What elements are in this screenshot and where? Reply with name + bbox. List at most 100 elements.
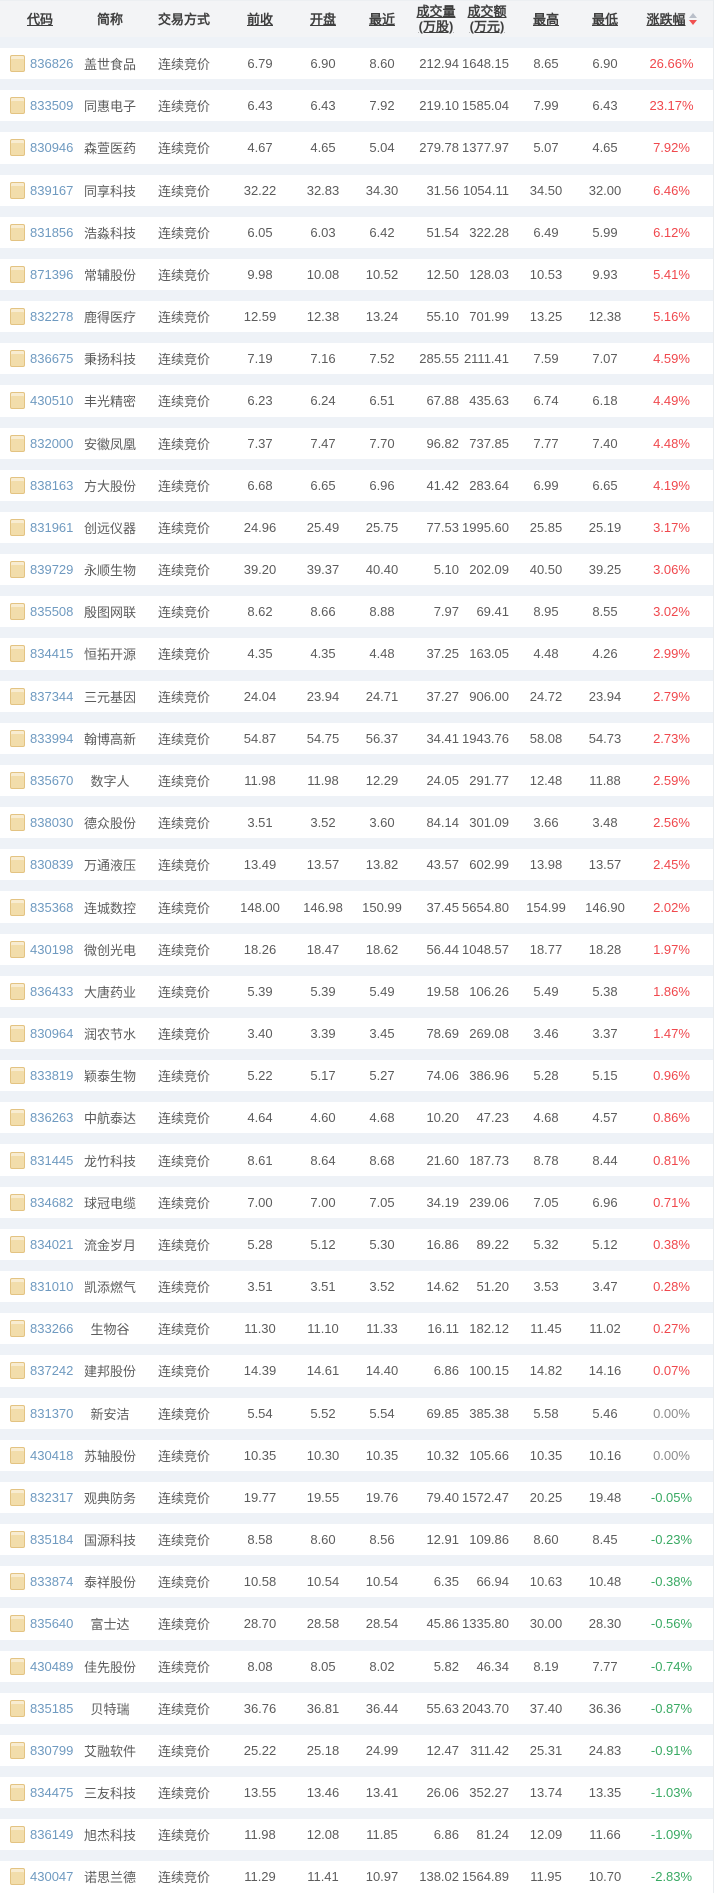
stock-code-link[interactable]: 833994 bbox=[30, 730, 74, 746]
stock-code-link[interactable]: 837344 bbox=[30, 688, 74, 704]
trade-method: 连续竞价 bbox=[157, 1237, 210, 1253]
trade-method: 连续竞价 bbox=[157, 225, 210, 241]
volume-value: 10.20 bbox=[426, 1110, 459, 1126]
stock-code-link[interactable]: 839729 bbox=[30, 562, 74, 578]
column-header-open[interactable]: 开盘 bbox=[309, 11, 336, 27]
stock-code-link[interactable]: 871396 bbox=[30, 266, 74, 282]
table-row: 871396 常辅股份 连续竞价 9.98 10.08 10.52 12.50 … bbox=[0, 247, 713, 291]
amount-value: 46.34 bbox=[476, 1658, 509, 1674]
stock-code-link[interactable]: 830799 bbox=[30, 1742, 74, 1758]
stock-code-link[interactable]: 830946 bbox=[30, 140, 74, 156]
trade-method: 连续竞价 bbox=[157, 1406, 210, 1422]
last-value: 8.60 bbox=[369, 56, 395, 72]
column-header-prev_close[interactable]: 前收 bbox=[246, 11, 273, 27]
volume-value: 45.86 bbox=[426, 1616, 459, 1632]
code-cell: 831010 bbox=[0, 1271, 80, 1302]
code-cell: 830839 bbox=[0, 849, 80, 880]
open-value: 32.83 bbox=[306, 182, 340, 198]
document-icon bbox=[10, 856, 25, 874]
stock-code-link[interactable]: 835508 bbox=[30, 604, 74, 620]
column-header-change[interactable]: 涨跌幅 bbox=[630, 1, 713, 37]
amount-value: 1054.11 bbox=[462, 182, 509, 198]
stock-code-link[interactable]: 834415 bbox=[30, 646, 74, 662]
stock-code-link[interactable]: 836675 bbox=[30, 351, 74, 367]
volume-value: 74.06 bbox=[426, 1068, 459, 1084]
stock-code-link[interactable]: 832317 bbox=[30, 1489, 74, 1505]
stock-code-link[interactable]: 836149 bbox=[30, 1827, 74, 1843]
stock-code-link[interactable]: 835184 bbox=[30, 1532, 74, 1548]
change-percent-value: 0.07% bbox=[653, 1363, 690, 1379]
stock-code-link[interactable]: 430418 bbox=[30, 1447, 74, 1463]
stock-code-link[interactable]: 839167 bbox=[30, 182, 74, 198]
column-header-low[interactable]: 最低 bbox=[591, 11, 618, 27]
change-percent-value: -0.23% bbox=[650, 1532, 693, 1548]
stock-code-link[interactable]: 832278 bbox=[30, 309, 74, 325]
document-icon bbox=[10, 1067, 25, 1085]
document-icon bbox=[10, 1278, 25, 1296]
trade-method: 连续竞价 bbox=[157, 99, 210, 115]
document-icon bbox=[10, 1235, 25, 1253]
prev-close-value: 25.22 bbox=[243, 1742, 277, 1758]
stock-code-link[interactable]: 835368 bbox=[30, 899, 74, 915]
column-header-volume[interactable]: 成交量 (万股) bbox=[416, 4, 456, 34]
stock-code-link[interactable]: 835185 bbox=[30, 1700, 74, 1716]
amount-value: 128.03 bbox=[469, 266, 509, 282]
stock-code-link[interactable]: 837242 bbox=[30, 1363, 74, 1379]
stock-code-link[interactable]: 833509 bbox=[30, 98, 74, 114]
prev-close-value: 3.51 bbox=[247, 815, 273, 831]
change-percent-value: -2.83% bbox=[650, 1869, 693, 1885]
code-cell: 836433 bbox=[0, 976, 80, 1007]
high-value: 7.77 bbox=[533, 435, 559, 451]
amount-value: 311.42 bbox=[470, 1742, 509, 1758]
volume-value: 37.25 bbox=[426, 646, 459, 662]
stock-code-link[interactable]: 838163 bbox=[30, 477, 74, 493]
table-row: 836675 秉扬科技 连续竞价 7.19 7.16 7.52 285.55 2… bbox=[0, 332, 713, 375]
stock-code-link[interactable]: 836826 bbox=[30, 56, 74, 72]
stock-code-link[interactable]: 836263 bbox=[30, 1110, 74, 1126]
prev-close-value: 11.30 bbox=[244, 1321, 276, 1337]
stock-code-link[interactable]: 833819 bbox=[30, 1068, 74, 1084]
stock-code-link[interactable]: 430047 bbox=[30, 1869, 74, 1885]
stock-code-link[interactable]: 836433 bbox=[30, 983, 74, 999]
change-percent-value: 3.02% bbox=[653, 604, 690, 620]
stock-code-link[interactable]: 831856 bbox=[30, 224, 74, 240]
column-header-high[interactable]: 最高 bbox=[532, 11, 559, 27]
trade-method: 连续竞价 bbox=[157, 436, 210, 452]
change-percent-value: 2.79% bbox=[653, 688, 690, 704]
trade-method: 连续竞价 bbox=[157, 563, 210, 579]
column-header-code[interactable]: 代码 bbox=[26, 11, 53, 27]
stock-code-link[interactable]: 430489 bbox=[30, 1658, 74, 1674]
stock-code-link[interactable]: 834021 bbox=[30, 1236, 74, 1252]
table-row: 430510 丰光精密 连续竞价 6.23 6.24 6.51 67.88 43… bbox=[0, 374, 713, 417]
stock-code-link[interactable]: 430198 bbox=[30, 941, 74, 957]
stock-code-link[interactable]: 833266 bbox=[30, 1321, 74, 1337]
amount-value: 109.86 bbox=[469, 1532, 509, 1548]
stock-code-link[interactable]: 830839 bbox=[30, 857, 74, 873]
table-row: 836149 旭杰科技 连续竞价 11.98 12.08 11.85 6.86 … bbox=[0, 1808, 713, 1851]
stock-code-link[interactable]: 835640 bbox=[30, 1616, 74, 1632]
sort-arrows-icon[interactable] bbox=[688, 13, 697, 25]
stock-code-link[interactable]: 831010 bbox=[30, 1279, 74, 1295]
column-header-last[interactable]: 最近 bbox=[368, 11, 395, 27]
stock-name: 数字人 bbox=[90, 774, 130, 789]
trade-method: 连续竞价 bbox=[157, 141, 210, 157]
stock-code-link[interactable]: 831961 bbox=[30, 519, 74, 535]
last-value: 8.88 bbox=[369, 604, 395, 620]
stock-code-link[interactable]: 831370 bbox=[30, 1405, 74, 1421]
trade-method: 连续竞价 bbox=[157, 1659, 210, 1675]
stock-code-link[interactable]: 832000 bbox=[30, 435, 74, 451]
stock-code-link[interactable]: 430510 bbox=[30, 393, 74, 409]
code-cell: 833994 bbox=[0, 723, 80, 754]
amount-value: 435.63 bbox=[469, 393, 509, 409]
stock-code-link[interactable]: 835670 bbox=[30, 773, 74, 788]
stock-code-link[interactable]: 838030 bbox=[30, 815, 74, 831]
stock-code-link[interactable]: 830964 bbox=[30, 1026, 74, 1042]
amount-value: 701.99 bbox=[469, 309, 509, 325]
stock-code-link[interactable]: 833874 bbox=[30, 1574, 74, 1590]
stock-code-link[interactable]: 831445 bbox=[30, 1152, 74, 1168]
volume-value: 16.86 bbox=[426, 1236, 459, 1252]
stock-code-link[interactable]: 834682 bbox=[30, 1194, 74, 1210]
column-header-amount[interactable]: 成交额 (万元) bbox=[467, 4, 507, 34]
prev-close-value: 11.29 bbox=[244, 1869, 276, 1885]
stock-code-link[interactable]: 834475 bbox=[30, 1785, 74, 1801]
